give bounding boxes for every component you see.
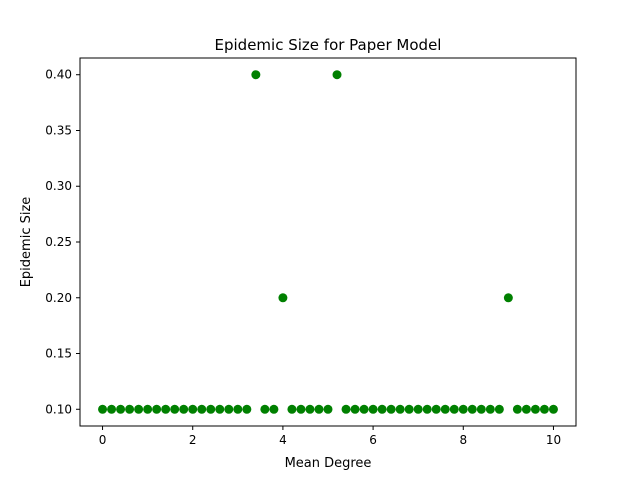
data-point	[395, 404, 405, 414]
data-point	[377, 404, 387, 414]
x-tick-label: 8	[459, 433, 467, 447]
data-point	[143, 404, 153, 414]
data-point	[503, 293, 513, 303]
x-tick-label: 6	[369, 433, 377, 447]
data-point	[296, 404, 306, 414]
data-point	[98, 404, 108, 414]
data-point	[269, 404, 279, 414]
data-point	[530, 404, 540, 414]
data-point	[350, 404, 360, 414]
data-point	[197, 404, 207, 414]
data-point	[152, 404, 162, 414]
data-point	[359, 404, 369, 414]
data-point	[521, 404, 531, 414]
plot-area-frame	[79, 57, 577, 427]
data-point	[323, 404, 333, 414]
data-point	[242, 404, 252, 414]
data-point	[449, 404, 459, 414]
data-point	[332, 70, 342, 80]
data-point	[476, 404, 486, 414]
x-axis-ticks: 0 2 4 6 8 10	[99, 426, 561, 447]
x-axis-label: Mean Degree	[285, 456, 372, 471]
data-point	[539, 404, 549, 414]
data-point	[305, 404, 315, 414]
data-point	[485, 404, 495, 414]
y-tick-label: 0.25	[45, 235, 72, 249]
x-tick-label: 10	[546, 433, 561, 447]
data-point	[467, 404, 477, 414]
data-point	[422, 404, 432, 414]
data-point	[431, 404, 441, 414]
data-point	[386, 404, 396, 414]
chart-title: Epidemic Size for Paper Model	[215, 36, 442, 54]
data-point	[278, 293, 288, 303]
data-point	[341, 404, 351, 414]
y-axis-label: Epidemic Size	[19, 197, 34, 288]
data-point	[170, 404, 180, 414]
data-point	[251, 70, 261, 80]
data-point	[134, 404, 144, 414]
data-point	[413, 404, 423, 414]
data-points	[98, 70, 558, 414]
data-point	[206, 404, 216, 414]
data-point	[179, 404, 189, 414]
x-tick-label: 2	[189, 433, 197, 447]
y-tick-label: 0.35	[45, 123, 72, 137]
data-point	[404, 404, 414, 414]
data-point	[458, 404, 468, 414]
x-tick-label: 4	[279, 433, 287, 447]
data-point	[125, 404, 135, 414]
data-point	[188, 404, 198, 414]
data-point	[224, 404, 234, 414]
data-point	[548, 404, 558, 414]
data-point	[287, 404, 297, 414]
y-tick-label: 0.15	[45, 347, 72, 361]
data-point	[233, 404, 243, 414]
y-tick-label: 0.40	[45, 68, 72, 82]
data-point	[314, 404, 324, 414]
data-point	[161, 404, 171, 414]
data-point	[116, 404, 126, 414]
data-point	[368, 404, 378, 414]
data-point	[260, 404, 270, 414]
y-tick-label: 0.10	[45, 402, 72, 416]
data-point	[494, 404, 504, 414]
data-point	[440, 404, 450, 414]
y-tick-label: 0.20	[45, 291, 72, 305]
data-point	[512, 404, 522, 414]
y-axis-ticks: 0.10 0.15 0.20 0.25 0.30 0.35 0.40	[45, 68, 80, 416]
y-tick-label: 0.30	[45, 179, 72, 193]
data-point	[107, 404, 117, 414]
data-point	[215, 404, 225, 414]
x-tick-label: 0	[99, 433, 107, 447]
